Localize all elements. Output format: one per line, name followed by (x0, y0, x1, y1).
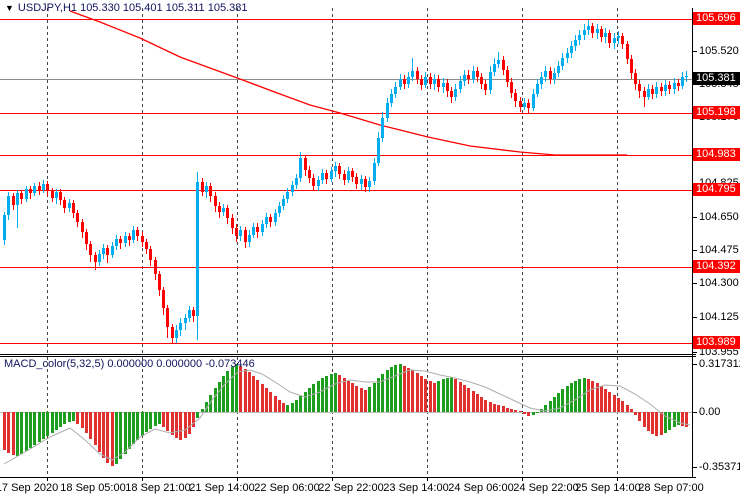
price-level-box: 105.198 (693, 106, 740, 119)
price-tick-label: 105.520 (699, 45, 739, 57)
price-tick-label: 104.300 (699, 277, 739, 289)
macd-indicator-label: MACD_color(5,32,5) 0.000000 0.000000 -0.… (4, 358, 255, 370)
macd-tick-label: 0.00 (699, 406, 721, 418)
time-axis-label: 24 Sep 06:00 (448, 482, 514, 494)
price-level-box: 104.983 (693, 148, 740, 161)
time-axis-label: 21 Sep 14:00 (189, 482, 255, 494)
symbol-ohlc-text: USDJPY,H1 105.330 105.401 105.311 105.38… (17, 2, 248, 14)
price-level-box: 104.392 (693, 260, 740, 273)
time-axis-label: 17 Sep 2020 (0, 482, 59, 494)
time-axis-label: 23 Sep 14:00 (383, 482, 449, 494)
time-axis-label: 25 Sep 14:00 (575, 482, 641, 494)
time-axis-label: 24 Sep 22:00 (513, 482, 579, 494)
price-level-box: 103.989 (693, 336, 740, 349)
price-tick-label: 104.650 (699, 211, 739, 223)
time-axis-label: 18 Sep 05:00 (60, 482, 126, 494)
time-axis-label: 22 Sep 06:00 (254, 482, 320, 494)
price-level-box: 105.696 (693, 12, 740, 25)
macd-tick-label: -0.353712 (699, 461, 740, 473)
price-tick-label: 103.955 (699, 346, 739, 358)
macd-tick-label: 0.317312 (699, 358, 740, 370)
chart-title: ▼ USDJPY,H1 105.330 105.401 105.311 105.3… (5, 2, 247, 14)
price-level-box: 104.795 (693, 183, 740, 196)
price-tick-label: 104.125 (699, 311, 739, 323)
time-axis-label: 28 Sep 07:00 (638, 482, 704, 494)
time-axis-label: 22 Sep 22:00 (318, 482, 384, 494)
time-axis-label: 18 Sep 21:00 (125, 482, 191, 494)
price-tick-label: 104.475 (699, 244, 739, 256)
dropdown-arrow-icon[interactable]: ▼ (5, 3, 14, 13)
bid-price-box: 105.381 (693, 72, 740, 85)
